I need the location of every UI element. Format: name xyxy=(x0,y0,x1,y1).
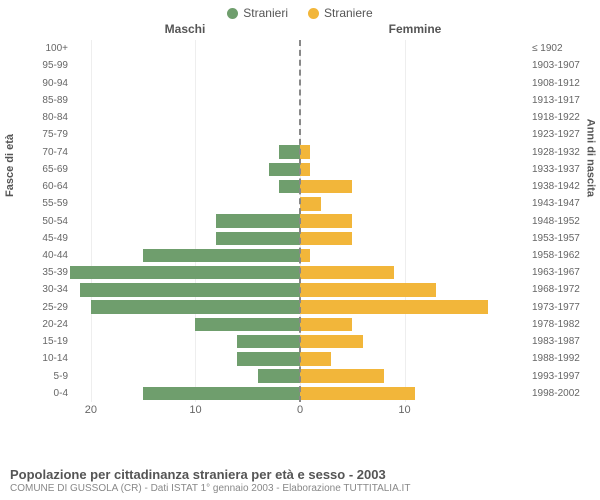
male-bar xyxy=(216,214,300,227)
birth-label: 1923-1927 xyxy=(532,126,587,143)
birth-label: 1958-1962 xyxy=(532,247,587,264)
legend-item: Stranieri xyxy=(227,6,288,20)
age-label: 55-59 xyxy=(13,195,68,212)
birth-label: 1968-1972 xyxy=(532,281,587,298)
chart-subtitle: COMUNE DI GUSSOLA (CR) - Dati ISTAT 1° g… xyxy=(10,483,590,494)
age-label: 15-19 xyxy=(13,333,68,350)
male-bar xyxy=(237,352,300,365)
chart-title: Popolazione per cittadinanza straniera p… xyxy=(10,467,590,482)
female-bar xyxy=(300,300,488,313)
age-label: 20-24 xyxy=(13,316,68,333)
birth-label: 1938-1942 xyxy=(532,178,587,195)
birth-label: 1903-1907 xyxy=(532,57,587,74)
age-label: 50-54 xyxy=(13,212,68,229)
male-bar xyxy=(279,145,300,158)
birth-label: 1948-1952 xyxy=(532,212,587,229)
y-axis-right: 1998-20021993-19971988-19921983-19871978… xyxy=(532,40,587,402)
x-tick-label: 10 xyxy=(189,404,201,416)
plot-area xyxy=(70,40,530,402)
birth-label: 1963-1967 xyxy=(532,264,587,281)
header-female: Femmine xyxy=(300,22,530,36)
age-label: 75-79 xyxy=(13,126,68,143)
birth-label: 1943-1947 xyxy=(532,195,587,212)
x-tick-label: 20 xyxy=(85,404,97,416)
female-bar xyxy=(300,232,352,245)
female-bar xyxy=(300,249,310,262)
female-bar xyxy=(300,145,310,158)
male-bar xyxy=(279,180,300,193)
birth-label: 1978-1982 xyxy=(532,316,587,333)
female-bar xyxy=(300,369,384,382)
age-label: 90-94 xyxy=(13,75,68,92)
age-label: 80-84 xyxy=(13,109,68,126)
male-bar xyxy=(143,249,300,262)
birth-label: 1913-1917 xyxy=(532,92,587,109)
male-bar xyxy=(216,232,300,245)
legend-item: Straniere xyxy=(308,6,373,20)
female-bar xyxy=(300,352,331,365)
birth-label: 1933-1937 xyxy=(532,161,587,178)
male-bar xyxy=(258,369,300,382)
age-label: 85-89 xyxy=(13,92,68,109)
age-label: 100+ xyxy=(13,40,68,57)
female-bar xyxy=(300,283,436,296)
female-bar xyxy=(300,266,394,279)
legend-swatch xyxy=(308,8,319,19)
birth-label: 1983-1987 xyxy=(532,333,587,350)
birth-label: ≤ 1902 xyxy=(532,40,587,57)
legend: Stranieri Straniere xyxy=(0,0,600,22)
male-bar xyxy=(195,318,300,331)
age-label: 10-14 xyxy=(13,350,68,367)
female-bar xyxy=(300,180,352,193)
female-bar xyxy=(300,335,363,348)
male-bar xyxy=(91,300,300,313)
birth-label: 1993-1997 xyxy=(532,368,587,385)
column-headers: Maschi Femmine xyxy=(70,22,530,38)
header-male: Maschi xyxy=(70,22,300,36)
birth-label: 1928-1932 xyxy=(532,143,587,160)
y-axis-left: 0-45-910-1415-1920-2425-2930-3435-3940-4… xyxy=(13,40,68,402)
birth-label: 1918-1922 xyxy=(532,109,587,126)
age-label: 30-34 xyxy=(13,281,68,298)
x-tick-label: 10 xyxy=(398,404,410,416)
birth-label: 1998-2002 xyxy=(532,385,587,402)
age-label: 0-4 xyxy=(13,385,68,402)
pyramid-chart: Maschi Femmine Fasce di età Anni di nasc… xyxy=(10,22,590,432)
legend-label: Straniere xyxy=(324,6,373,20)
female-bar xyxy=(300,197,321,210)
male-bar xyxy=(143,387,300,400)
age-label: 70-74 xyxy=(13,143,68,160)
female-bar xyxy=(300,318,352,331)
birth-label: 1973-1977 xyxy=(532,299,587,316)
male-bar xyxy=(80,283,300,296)
center-axis-line xyxy=(299,40,301,402)
female-bar xyxy=(300,163,310,176)
age-label: 95-99 xyxy=(13,57,68,74)
chart-footer: Popolazione per cittadinanza straniera p… xyxy=(10,467,590,494)
female-bar xyxy=(300,387,415,400)
female-bar xyxy=(300,214,352,227)
birth-label: 1988-1992 xyxy=(532,350,587,367)
age-label: 25-29 xyxy=(13,299,68,316)
birth-label: 1908-1912 xyxy=(532,75,587,92)
age-label: 5-9 xyxy=(13,368,68,385)
male-bar xyxy=(70,266,300,279)
birth-label: 1953-1957 xyxy=(532,230,587,247)
legend-label: Stranieri xyxy=(243,6,288,20)
age-label: 60-64 xyxy=(13,178,68,195)
male-bar xyxy=(269,163,300,176)
age-label: 35-39 xyxy=(13,264,68,281)
x-tick-label: 0 xyxy=(297,404,303,416)
age-label: 45-49 xyxy=(13,230,68,247)
male-bar xyxy=(237,335,300,348)
x-axis: 20 10 0 10 xyxy=(70,404,530,420)
age-label: 40-44 xyxy=(13,247,68,264)
legend-swatch xyxy=(227,8,238,19)
age-label: 65-69 xyxy=(13,161,68,178)
